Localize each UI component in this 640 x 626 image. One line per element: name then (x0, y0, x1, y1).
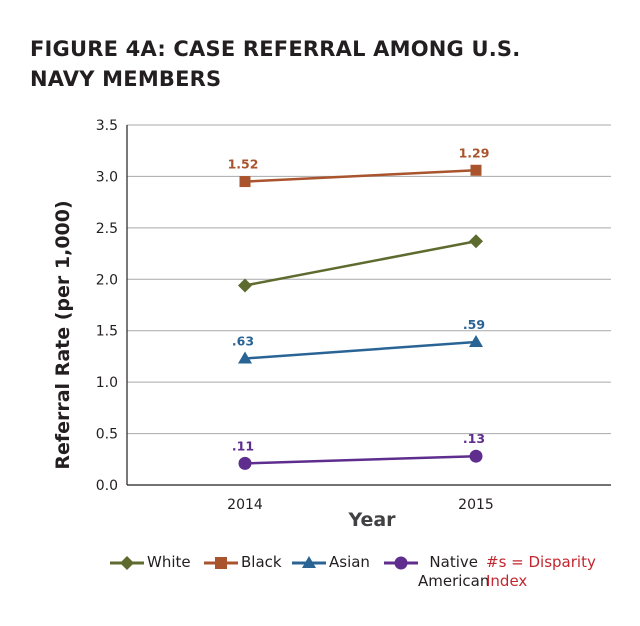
data-label-black: 1.52 (228, 157, 259, 172)
data-label-asian: .59 (463, 317, 485, 332)
legend-label-asian: Asian (329, 553, 370, 571)
data-label-native-american: .11 (232, 438, 254, 453)
data-label-black: 1.29 (459, 145, 490, 160)
y-tick-label: 0.0 (96, 478, 118, 494)
data-label-asian: .63 (232, 333, 254, 348)
y-tick-label: 3.0 (96, 169, 118, 185)
legend-marker-white (110, 556, 144, 570)
y-tick-label: 1.5 (96, 324, 118, 340)
y-tick-label: 2.5 (96, 221, 118, 237)
x-tick-label: 2015 (458, 497, 494, 513)
legend-item-black: Black (204, 553, 282, 572)
y-axis-title: Referral Rate (per 1,000) (52, 200, 74, 469)
legend-item-asian: Asian (292, 553, 370, 572)
chart-title: FIGURE 4A: CASE REFERRAL AMONG U.S. NAVY… (30, 37, 521, 91)
point-native-american (238, 456, 252, 470)
series-line-black (244, 169, 477, 183)
point-native-american (469, 449, 483, 463)
series-line-native-american (244, 454, 477, 465)
legend-label-black: Black (241, 553, 282, 571)
point-white (469, 234, 483, 249)
point-black (470, 164, 482, 176)
series-line-white (244, 240, 477, 287)
legend-item-white: White (110, 553, 191, 572)
legend-label-white: White (147, 553, 191, 571)
legend-marker-asian (292, 556, 326, 568)
legend-marker-native-american (384, 556, 418, 570)
y-tick-label: 0.5 (96, 427, 118, 443)
x-tick-label: 2014 (227, 497, 263, 513)
point-white (238, 278, 252, 293)
y-tick-label: 3.5 (96, 118, 118, 134)
legend: White Black Asian Native American #s = D… (110, 553, 630, 603)
x-axis-title: Year (347, 509, 396, 531)
series-line-asian (244, 340, 477, 360)
y-tick-label: 1.0 (96, 375, 118, 391)
disparity-index-note: #s = Disparity Index (486, 553, 596, 590)
point-black (239, 176, 251, 188)
data-label-native-american: .13 (463, 431, 485, 446)
legend-label-native-american: Native American (418, 553, 490, 590)
legend-marker-black (204, 557, 238, 569)
point-asian (469, 335, 483, 348)
legend-item-native-american: Native American (384, 553, 489, 591)
y-tick-label: 2.0 (96, 272, 118, 288)
point-asian (238, 351, 252, 364)
